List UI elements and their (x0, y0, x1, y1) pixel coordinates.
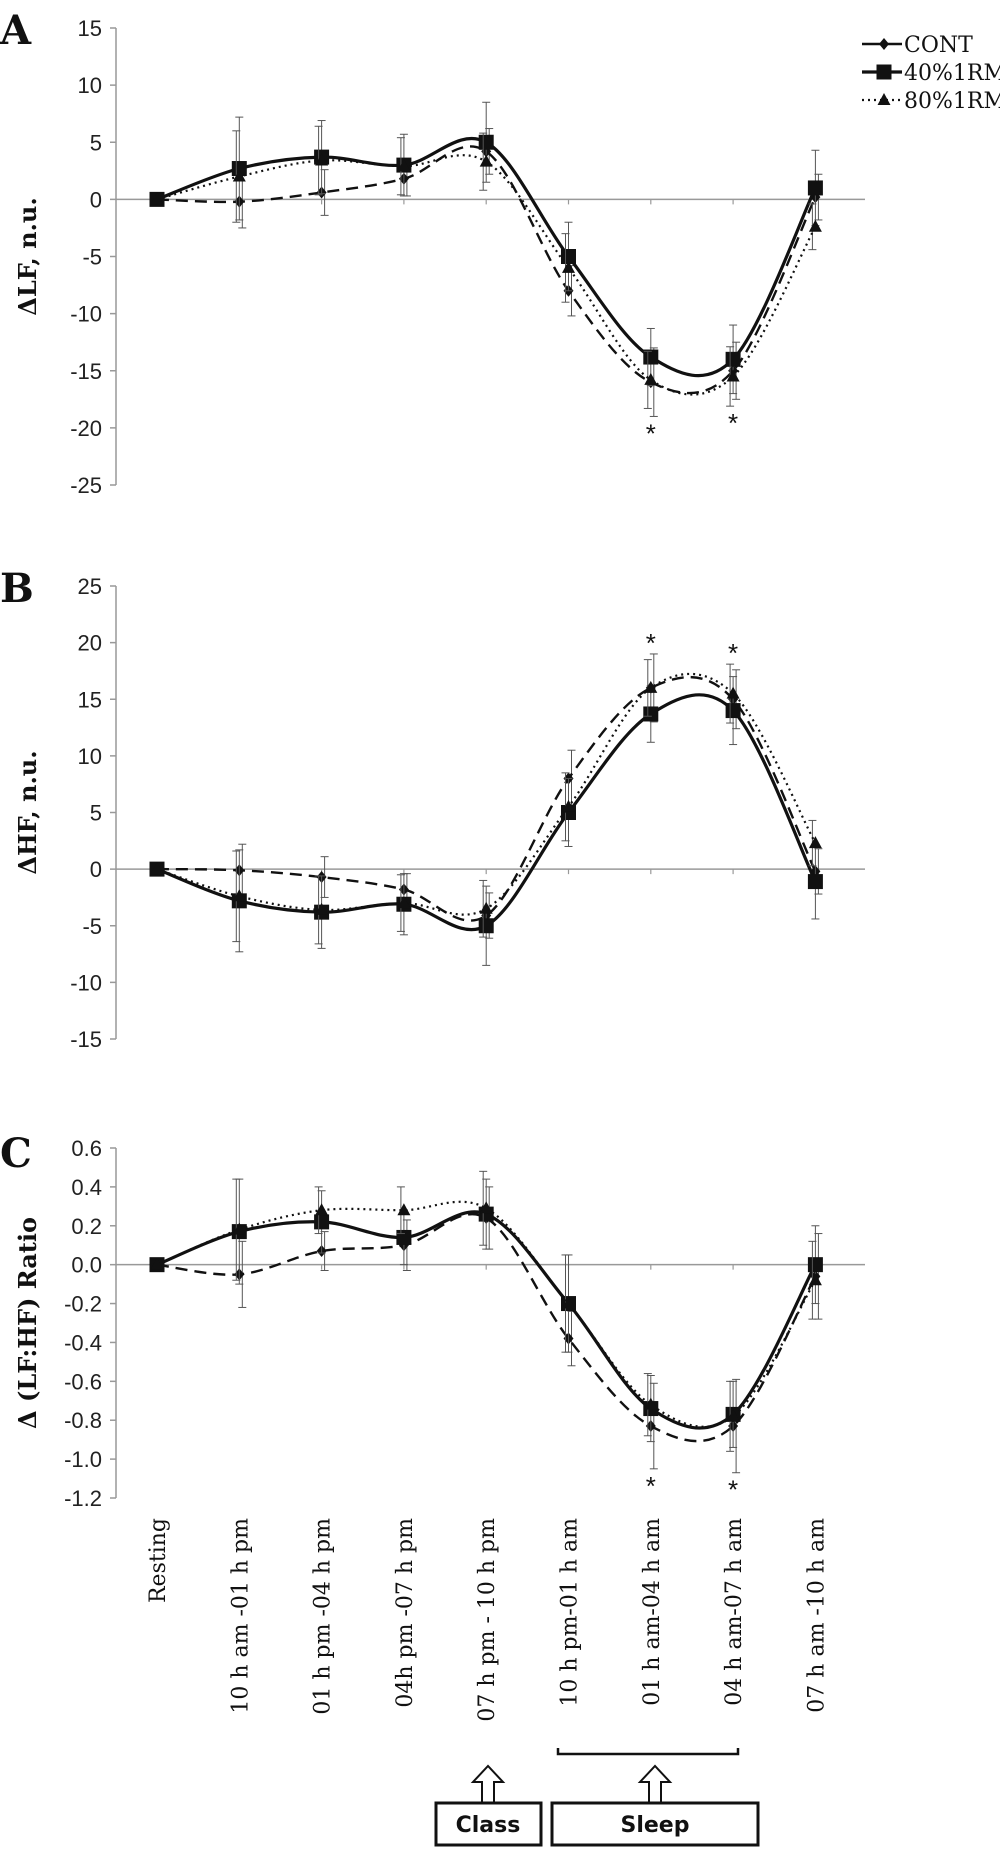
sleep-label: Sleep (621, 1813, 690, 1838)
y-tick-label: 5 (90, 801, 102, 826)
data-point (808, 180, 823, 195)
data-point (314, 1214, 329, 1229)
y-tick-label: 5 (90, 130, 102, 155)
y-tick-label: -10 (70, 302, 102, 327)
data-point (808, 874, 823, 889)
y-tick-label: -20 (70, 416, 102, 441)
y-tick-label: 15 (78, 687, 102, 712)
data-point (396, 1230, 411, 1245)
data-point (479, 135, 494, 150)
y-tick-label: -15 (70, 359, 102, 384)
y-tick-label: -1.2 (64, 1486, 102, 1511)
y-tick-label: 15 (78, 16, 102, 41)
y-tick-label: -1.0 (64, 1447, 102, 1472)
data-point (479, 918, 494, 933)
panel-letter: C (0, 1130, 32, 1177)
y-tick-label: 10 (78, 744, 102, 769)
significance-star: * (646, 628, 656, 658)
chart-figure: A 15 10 5 0 -5 -10 -15 -20 -25 ΔLF, n.u. * * B 25 20 15 1… (0, 0, 1000, 1873)
y-tick-label: -10 (70, 970, 102, 995)
significance-star: * (728, 1475, 738, 1505)
y-tick-label: -0.8 (64, 1408, 102, 1433)
panel-letter: A (0, 7, 32, 54)
class-label: Class (456, 1813, 521, 1838)
x-category-label: 07 h am -10 h am (804, 1518, 829, 1713)
legend-marker (877, 65, 892, 80)
y-tick-label: -5 (82, 245, 102, 270)
y-tick-label: 0.4 (71, 1175, 102, 1200)
significance-star: * (728, 638, 738, 668)
significance-star: * (646, 1471, 656, 1501)
y-tick-label: 25 (78, 574, 102, 599)
x-category-label: 07 h pm - 10 h pm (475, 1518, 500, 1722)
legend-label-40pct1rm: 40%1RM (904, 61, 1000, 86)
data-point (643, 706, 658, 721)
data-point (808, 1257, 823, 1272)
y-tick-label: -25 (70, 473, 102, 498)
y-tick-label: -0.4 (64, 1330, 102, 1355)
data-point (726, 703, 741, 718)
y-tick-label: -0.2 (64, 1292, 102, 1317)
legend-label-80pct1rm: 80%1RM (904, 89, 1000, 114)
y-tick-label: 0.0 (71, 1253, 102, 1278)
panel-letter: B (0, 565, 34, 612)
y-tick-label: 10 (78, 73, 102, 98)
y-tick-label: 0.6 (71, 1136, 102, 1161)
legend-label-cont: CONT (904, 33, 973, 58)
y-tick-label: -15 (70, 1027, 102, 1052)
y-axis-label: ΔHF, n.u. (13, 750, 42, 874)
x-category-label: Resting (146, 1518, 171, 1603)
x-category-label: 10 h am -01 h pm (228, 1518, 253, 1714)
y-tick-label: 20 (78, 631, 102, 656)
x-category-label: 04 h am-07 h am (722, 1518, 747, 1706)
y-axis-label: ΔLF, n.u. (13, 197, 42, 315)
y-tick-label: -0.6 (64, 1369, 102, 1394)
significance-star: * (728, 408, 738, 438)
y-tick-label: 0.2 (71, 1214, 102, 1239)
x-category-labels: Resting 10 h am -01 h pm 01 h pm -04 h pm 0… (146, 1518, 829, 1722)
y-tick-label: 0 (90, 187, 102, 212)
data-point (726, 352, 741, 367)
x-category-label: 04h pm -07 h pm (393, 1518, 418, 1708)
x-category-label: 01 h am-04 h am (640, 1518, 665, 1706)
y-tick-label: -5 (82, 914, 102, 939)
significance-star: * (646, 418, 656, 448)
x-category-label: 10 h pm-01 h am (558, 1518, 583, 1707)
y-tick-label: 0 (90, 857, 102, 882)
x-category-label: 01 h pm -04 h pm (311, 1518, 336, 1715)
y-axis-label: Δ (LF:HF) Ratio (13, 1217, 42, 1429)
